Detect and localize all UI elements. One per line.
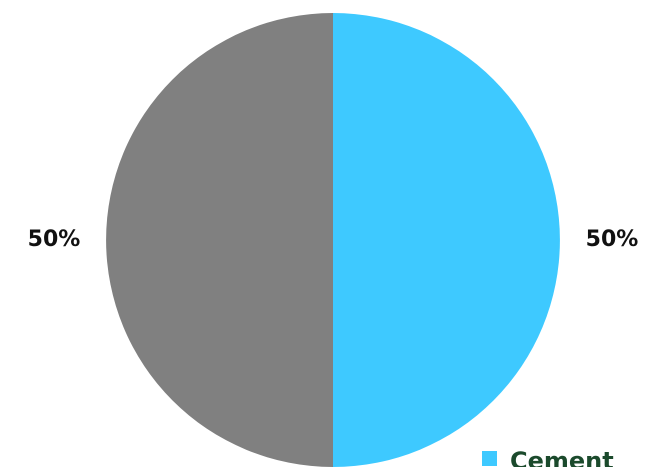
legend-swatch bbox=[482, 451, 497, 466]
legend-label: Cement bbox=[510, 447, 614, 467]
value-label: 50% bbox=[586, 227, 639, 252]
pie-slice bbox=[333, 13, 560, 467]
value-label: 50% bbox=[28, 227, 81, 252]
pie-slice bbox=[106, 13, 333, 467]
